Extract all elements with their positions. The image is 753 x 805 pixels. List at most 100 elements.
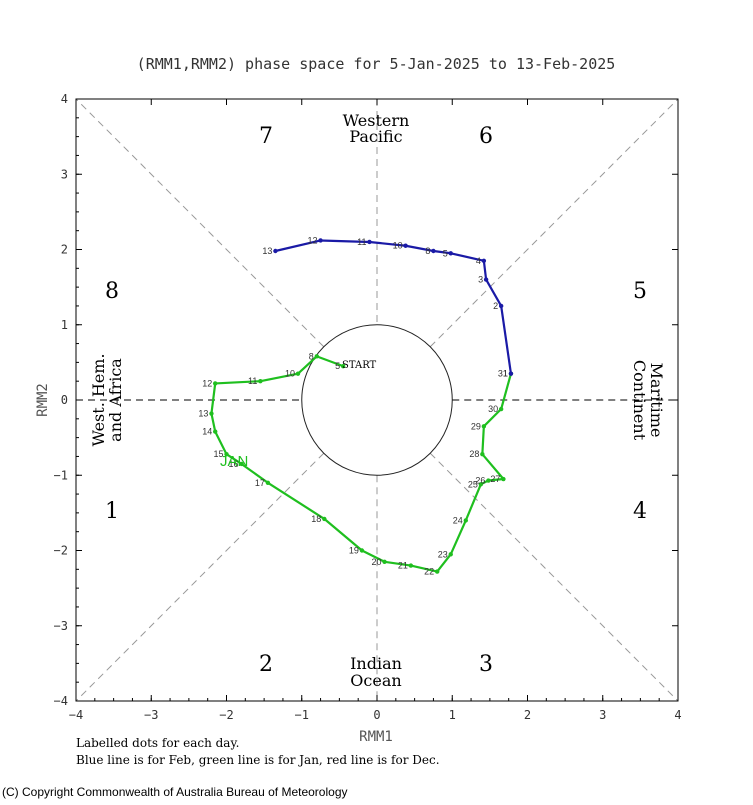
- start-label: START: [342, 360, 377, 371]
- y-tick-label: −1: [54, 468, 68, 482]
- region-bottom-line2: Ocean: [350, 671, 401, 690]
- day-point: [483, 277, 489, 282]
- diagonal-guide: [429, 452, 679, 702]
- day-point: [448, 251, 453, 256]
- series-line-feb: [275, 239, 513, 374]
- region-labels: Western Pacific Indian Ocean West. Hem. …: [89, 111, 666, 690]
- day-label: 8: [309, 351, 314, 361]
- day-label: 29: [471, 421, 481, 431]
- x-tick-label: 2: [524, 708, 531, 722]
- day-point: [403, 243, 408, 248]
- region-top-line2: Pacific: [349, 127, 402, 146]
- x-tick-label: −2: [219, 708, 233, 722]
- day-point: [481, 424, 487, 429]
- note-line-1: Labelled dots for each day.: [76, 736, 239, 750]
- day-label: 26: [475, 476, 485, 486]
- day-point: [367, 239, 372, 245]
- y-tick-label: 0: [61, 393, 68, 407]
- phase-8-label: 8: [105, 279, 119, 304]
- day-point: [498, 303, 504, 309]
- guide-lines: [75, 98, 679, 702]
- day-point: [273, 248, 278, 254]
- day-label: 18: [311, 514, 321, 524]
- day-point: [213, 381, 218, 386]
- day-point: [209, 411, 214, 416]
- region-left-line2: and Africa: [106, 358, 125, 442]
- day-label: 1: [503, 369, 508, 379]
- y-tick-label: 4: [61, 92, 68, 106]
- day-point: [480, 451, 485, 457]
- region-bottom-line1: Indian: [350, 654, 402, 673]
- y-tick-label: −2: [54, 544, 68, 558]
- day-label: 31: [498, 369, 508, 379]
- series-line-jan: [210, 355, 513, 573]
- phase-7-label: 7: [259, 124, 273, 149]
- y-tick-label: 3: [61, 167, 68, 181]
- day-point: [265, 480, 271, 485]
- phase-3-label: 3: [479, 652, 493, 677]
- unit-circle: [301, 324, 453, 476]
- day-point: [408, 563, 414, 568]
- day-point: [314, 354, 319, 359]
- x-tick-label: 3: [599, 708, 606, 722]
- day-label: 3: [478, 275, 483, 285]
- day-point: [340, 363, 346, 369]
- x-tick-label: −3: [144, 708, 158, 722]
- day-label: 13: [262, 246, 272, 256]
- day-label: 20: [372, 557, 382, 567]
- day-point: [322, 516, 327, 522]
- day-label: 23: [438, 549, 448, 559]
- phase-4-label: 4: [633, 499, 647, 524]
- x-tick-label: 0: [373, 708, 380, 722]
- day-label: 11: [357, 237, 366, 247]
- day-point: [239, 461, 244, 467]
- day-point: [498, 406, 504, 412]
- day-point: [431, 248, 436, 254]
- y-tick-label: 1: [61, 318, 68, 332]
- region-right-line1: Maritime: [647, 363, 666, 438]
- x-tick-label: −4: [69, 708, 83, 722]
- day-point: [359, 548, 365, 553]
- day-point: [486, 478, 491, 483]
- day-label: 17: [255, 478, 265, 488]
- x-tick-label: 1: [449, 708, 456, 722]
- day-label: 24: [453, 515, 463, 525]
- day-label: 16: [229, 459, 239, 469]
- month-label-jan: JAN: [220, 453, 248, 470]
- day-point: [435, 569, 440, 574]
- x-tick-label: −1: [295, 708, 309, 722]
- day-label: 30: [488, 404, 498, 414]
- day-label: 5: [335, 361, 340, 371]
- phase-2-label: 2: [259, 652, 273, 677]
- day-point: [318, 238, 323, 243]
- day-label: 12: [308, 235, 318, 245]
- day-point: [382, 559, 387, 564]
- day-point: [478, 482, 484, 487]
- day-point: [508, 371, 514, 376]
- y-tick-label: −3: [54, 619, 68, 633]
- day-label: 5: [443, 248, 448, 258]
- day-label: 12: [202, 378, 212, 388]
- note-line-2: Blue line is for Feb, green line is for …: [76, 753, 440, 767]
- y-axis-title: RMM2: [35, 383, 51, 417]
- chart-title: (RMM1,RMM2) phase space for 5-Jan-2025 t…: [137, 55, 616, 73]
- day-label: 4: [476, 256, 481, 266]
- day-label: 13: [198, 409, 208, 419]
- y-tick-label: −4: [54, 694, 68, 708]
- day-point: [295, 371, 301, 376]
- region-left-line1: West. Hem.: [89, 353, 108, 446]
- day-label: 2: [493, 301, 498, 311]
- phase-labels: 7 6 8 5 1 4 2 3: [105, 124, 647, 677]
- copyright-text: (C) Copyright Commonwealth of Australia …: [2, 785, 348, 799]
- day-label: 14: [202, 427, 212, 437]
- day-label: 22: [424, 567, 434, 577]
- day-label: 25: [468, 479, 478, 489]
- diagonal-guide: [75, 452, 325, 702]
- region-top-line1: Western: [343, 111, 410, 130]
- day-label: 28: [469, 449, 479, 459]
- day-point: [213, 429, 218, 434]
- y-tick-label: 2: [61, 243, 68, 257]
